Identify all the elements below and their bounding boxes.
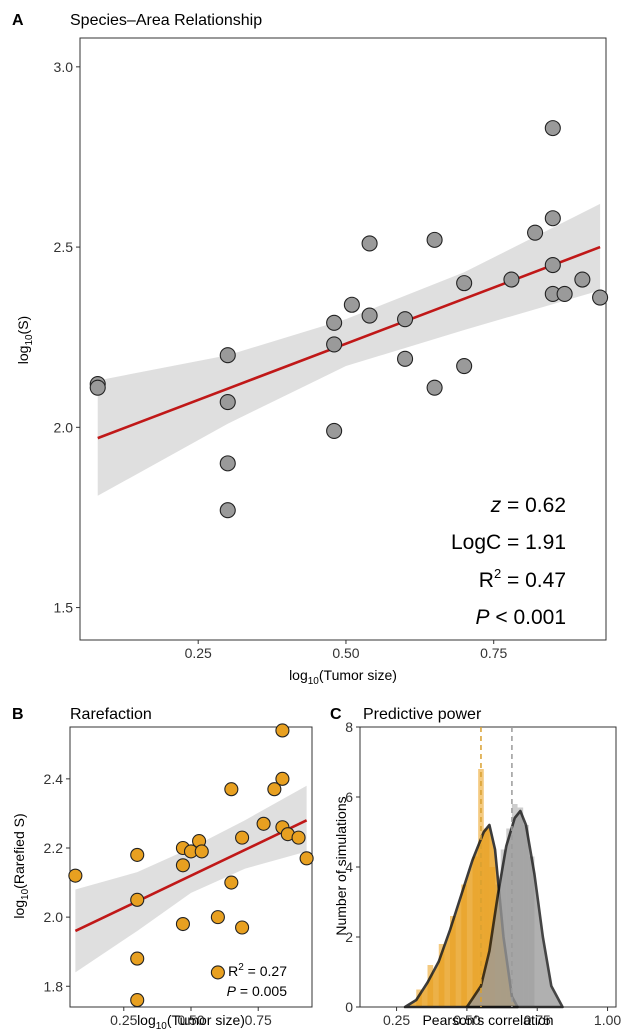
y-tick-label: 3.0 [54, 59, 74, 75]
data-point [362, 308, 377, 323]
panel-c-letter: C [330, 706, 342, 723]
panel-b-regression-line [75, 820, 306, 931]
confidence-band [75, 786, 306, 973]
panel-a-x-ticks: 0.25 0.50 0.75 [185, 640, 508, 661]
data-point [398, 351, 413, 366]
data-point [457, 276, 472, 291]
panel-c-y-axis-title: Number of simulations [333, 796, 349, 935]
panel-b-x-axis-title: log10(Tumor size) [137, 1012, 245, 1029]
panel-a-regression-line [98, 247, 600, 438]
panel-a: A Species–Area Relationship 1.5 2.0 2.5 3.0… [12, 12, 608, 687]
panel-a-confidence-band [98, 204, 600, 496]
data-point [220, 456, 235, 471]
data-point [90, 380, 105, 395]
x-tick-label: 0.25 [185, 645, 212, 661]
panel-c: C Predictive power 0 2 4 6 8 0.25 0.50 0.75 1.0… [330, 706, 621, 1028]
data-point [236, 831, 249, 844]
y-tick-label: 2.5 [54, 239, 74, 255]
data-point [131, 848, 144, 861]
data-point [211, 966, 224, 979]
panel-a-letter: A [12, 12, 24, 29]
data-point [292, 831, 305, 844]
panel-b-title: Rarefaction [70, 706, 152, 723]
data-point [131, 952, 144, 965]
data-point [236, 921, 249, 934]
data-point [427, 232, 442, 247]
data-point [575, 272, 590, 287]
data-point [195, 845, 208, 858]
data-point [131, 893, 144, 906]
panel-b-letter: B [12, 706, 24, 723]
data-point [176, 918, 189, 931]
panel-b-stat-p: P = 0.005 [227, 983, 288, 999]
data-point [69, 869, 82, 882]
panel-c-x-axis-title: Pearson's correlation [422, 1012, 553, 1028]
y-tick-label: 8 [345, 719, 353, 735]
panel-a-stat-z: z = 0.62 [490, 494, 566, 517]
data-point [276, 724, 289, 737]
panel-b-stats: R2 = 0.27 P = 0.005 [227, 962, 288, 999]
y-tick-label: 2.2 [44, 840, 64, 856]
data-point [211, 911, 224, 924]
y-tick-label: 2.0 [44, 909, 64, 925]
panel-a-stat-logc: LogC = 1.91 [451, 531, 566, 554]
panel-a-y-axis-title: log10(S) [15, 316, 35, 364]
panel-a-title: Species–Area Relationship [70, 12, 262, 29]
data-point [593, 290, 608, 305]
x-tick-label: 0.50 [332, 645, 359, 661]
data-point [176, 859, 189, 872]
data-point [427, 380, 442, 395]
y-tick-label: 1.5 [54, 600, 74, 616]
panel-a-stat-p: P < 0.001 [476, 606, 567, 629]
data-point [276, 772, 289, 785]
data-point [327, 337, 342, 352]
panel-b-y-ticks: 1.8 2.0 2.2 2.4 [44, 771, 70, 994]
panel-b: B Rarefaction 1.82.02.22.4 0.25 0.50 0.75 … [11, 706, 313, 1029]
y-tick-label: 0 [345, 999, 353, 1015]
y-tick-label: 2.0 [54, 419, 74, 435]
data-point [327, 423, 342, 438]
data-point [327, 315, 342, 330]
x-tick-label: 0.25 [383, 1012, 410, 1028]
panel-b-y-axis-title: log10(Rarefied S) [11, 813, 31, 918]
panel-a-stats: z = 0.62 LogC = 1.91 R2 = 0.47 P < 0.001 [451, 494, 566, 629]
data-point [300, 852, 313, 865]
data-point [257, 817, 270, 830]
data-point [398, 312, 413, 327]
x-tick-label: 1.00 [594, 1012, 621, 1028]
panel-a-y-ticks: 1.5 2.0 2.5 3.0 [54, 59, 80, 616]
y-tick-label: 2.4 [44, 771, 64, 787]
data-point [225, 876, 238, 889]
data-point [220, 395, 235, 410]
data-point [557, 286, 572, 301]
regression-line [75, 820, 306, 931]
data-point [131, 994, 144, 1007]
data-point [545, 211, 560, 226]
data-point [220, 348, 235, 363]
panel-a-stat-r2: R2 = 0.47 [479, 566, 566, 592]
panel-c-title: Predictive power [363, 706, 482, 723]
regression-line [98, 247, 600, 438]
data-point [344, 297, 359, 312]
data-point [225, 783, 238, 796]
panel-b-stat-r2: R2 = 0.27 [228, 962, 287, 979]
y-tick-label: 1.8 [44, 978, 64, 994]
x-tick-label: 0.25 [110, 1012, 137, 1028]
x-tick-label: 0.75 [245, 1012, 272, 1028]
data-point [362, 236, 377, 251]
panel-a-x-axis-title: log10(Tumor size) [289, 667, 397, 687]
x-tick-label: 0.75 [480, 645, 507, 661]
panel-b-confidence-band [75, 786, 306, 973]
data-point [504, 272, 519, 287]
data-point [528, 225, 543, 240]
data-point [457, 359, 472, 374]
confidence-band [98, 204, 600, 496]
data-point [220, 503, 235, 518]
data-point [545, 121, 560, 136]
data-point [545, 258, 560, 273]
